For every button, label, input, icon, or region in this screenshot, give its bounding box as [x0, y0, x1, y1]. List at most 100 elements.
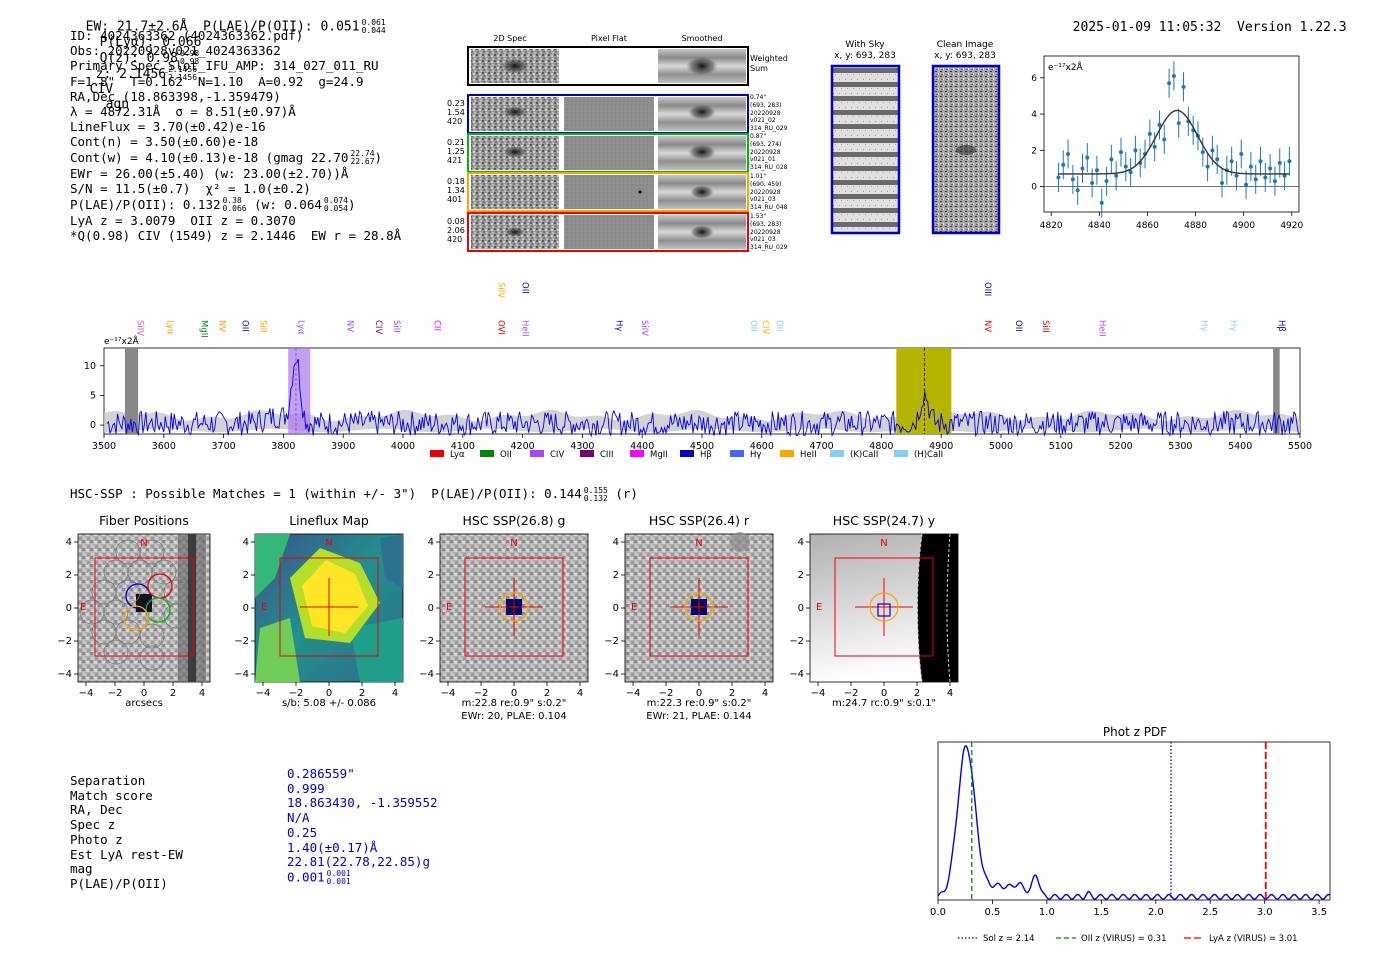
spec-xtick-16: 5100 — [1049, 441, 1073, 452]
hsc-plae-hi: 0.155 — [583, 485, 608, 495]
spec-line-label-19: OII — [774, 320, 784, 332]
spec-line-label-20: OIII — [982, 282, 992, 296]
fiber-row-3-l2: 401 — [447, 195, 462, 204]
header-datetime-version: 2025-01-09 11:05:32 Version 1.22.3 — [1057, 5, 1347, 35]
panel-1-title: Fiber Positions — [99, 513, 189, 528]
tbl-label-match-score: Match score — [70, 787, 153, 803]
zoom-point-44 — [1268, 166, 1273, 171]
fiber-row-1: 0.23 1.54 420 0.74" (693, 283) 20220928 … — [447, 94, 788, 134]
tbl-value-specz: N/A — [287, 810, 310, 826]
panel-5-xtick-4: 4 — [947, 688, 953, 699]
zoom-point-19 — [1147, 132, 1152, 136]
zoom-xtick-1: 4840 — [1088, 221, 1111, 231]
zoom-xtick-3: 4880 — [1184, 221, 1207, 231]
spec-line-label-18: CIV — [760, 320, 770, 334]
zoom-point-8 — [1094, 168, 1099, 173]
spec-line-label-10: CII — [432, 320, 442, 331]
panel-2-xtick-2: 0 — [326, 688, 332, 699]
fiber-row-2-r2: 20220928 — [750, 149, 781, 156]
header-plae-hi: 0.061 — [361, 18, 386, 27]
info-lineflux: LineFlux = 3.70(±0.42)e-16 — [70, 119, 266, 135]
zoom-point-37 — [1234, 173, 1239, 178]
info-plae-lo: 0.066 — [222, 204, 247, 214]
col-title-smoothed: Smoothed — [682, 34, 723, 43]
panel-1-ytick-2: 0 — [66, 603, 72, 614]
tbl-plae-hi: 0.001 — [326, 868, 351, 878]
spec-legend-label-4: MgII — [650, 450, 668, 460]
photoz-xtick-2: 1.0 — [1039, 907, 1055, 918]
panel-2-xtick-4: 4 — [392, 688, 398, 699]
panel-2-ytick-1: −2 — [234, 636, 249, 647]
spec-xtick-5: 4000 — [391, 441, 415, 452]
panel-5-ytick-3: 2 — [798, 570, 804, 581]
zoom-point-42 — [1258, 159, 1263, 164]
panel-3-ytick-0: −4 — [419, 669, 434, 680]
panel-1-ytick-1: −2 — [57, 636, 72, 647]
zoom-point-16 — [1133, 148, 1138, 153]
panel-4-ytick-4: 4 — [613, 537, 619, 548]
match-table-values: 0.286559" 0.999 18.863430, -1.359552 N/A… — [287, 766, 438, 886]
panel-5-east: E — [816, 602, 822, 613]
spec-xtick-20: 5500 — [1288, 441, 1312, 452]
spec-legend-swatch-1 — [480, 450, 494, 457]
photoz-title: Phot z PDF — [1103, 725, 1167, 739]
fiber-row-4-r4: 314_RU_029 — [750, 244, 788, 251]
fiber-row-1-r1: (693, 283) — [750, 102, 781, 109]
spectrum-flux-line — [106, 358, 1301, 438]
panel-hsc-g: HSC SSP(26.8) g N E m:22.8 re:0.9" s:0.2… — [439, 513, 589, 722]
spec-line-label-26: Hγ — [1228, 320, 1238, 331]
panel-1-ytick-4: 4 — [66, 537, 72, 548]
info-radec: RA,Dec (18.863398,-1.359479) — [70, 88, 281, 104]
spec-line-label-12: HeII — [520, 320, 530, 337]
panel-2-north: N — [325, 538, 332, 549]
hsc-title: HSC-SSP : Possible Matches = 1 (within +… — [70, 486, 582, 501]
header-ew-plae: EW: 21.7±2.6Å P(LAE)/P(OII): 0.051 — [85, 19, 360, 35]
spec-legend-label-9: (H)CaII — [914, 450, 943, 460]
zoom-point-13 — [1118, 150, 1123, 155]
spec-xtick-12: 4700 — [810, 441, 834, 452]
panel-2-east: E — [261, 602, 267, 613]
cutout-strips: 2D Spec Pixel Flat Smoothed Weighted Sum… — [447, 34, 788, 252]
fiber-row-3-l0: 0.18 — [447, 177, 465, 186]
zoom-ytick-1: 2 — [1031, 146, 1037, 156]
clean-title: Clean Image — [937, 40, 994, 50]
fiber-row-3-r0: 1.01" — [750, 173, 766, 180]
spec-legend-label-5: Hβ — [700, 450, 712, 460]
panel-2-ytick-0: −4 — [234, 669, 249, 680]
info-plae-w-hi: 0.074 — [323, 196, 348, 206]
zoom-point-15 — [1128, 170, 1133, 175]
fiber-row-3-r2: 20220928 — [750, 189, 781, 196]
fiber-row-4-l2: 420 — [447, 235, 462, 244]
zoom-point-23 — [1167, 81, 1172, 86]
spec-line-label-17: OII — [748, 320, 758, 332]
spec-line-label-21: NV — [982, 320, 992, 332]
tbl-label-photoz: Photo z — [70, 831, 123, 847]
spec-legend-swatch-9 — [894, 450, 908, 457]
zoom-point-39 — [1244, 182, 1249, 187]
panel-3-ytick-3: 2 — [428, 570, 434, 581]
zoom-xtick-2: 4860 — [1136, 221, 1159, 231]
spec-xtick-14: 4900 — [929, 441, 953, 452]
zoom-xtick-4: 4900 — [1232, 221, 1255, 231]
tbl-value-lya-ew: 1.40(±0.17)Å — [287, 839, 378, 855]
header-summary: EW: 21.7±2.6Å P(LAE)/P(OII): 0.051 0.061 0… — [70, 4, 386, 113]
spec-legend-swatch-2 — [530, 450, 544, 457]
header-z: z: 2.1456 — [95, 66, 167, 82]
fiber-row-4-r0: 1.53" — [750, 213, 766, 220]
zoom-point-9 — [1099, 200, 1104, 205]
zoom-point-24 — [1171, 73, 1176, 78]
clean-xy: x, y: 693, 283 — [934, 51, 996, 61]
zoom-point-46 — [1277, 161, 1282, 166]
panel-1-xtick-2: 0 — [141, 688, 147, 699]
fiber-row-1-r3: v021_02 — [750, 117, 776, 124]
hsc-suffix: (r) — [615, 486, 638, 501]
fiber-row-3-l1: 1.34 — [447, 186, 465, 195]
panel-4-ytick-3: 2 — [613, 570, 619, 581]
panel-3-north: N — [510, 538, 517, 549]
tbl-label-plae: P(LAE)/P(OII) — [70, 875, 168, 891]
zoom-point-34 — [1220, 180, 1225, 185]
imaging-panels: Fiber Positions N E arcsecs Lineflux Map… — [57, 513, 959, 722]
hsc-plae-lo: 0.132 — [583, 493, 608, 503]
weighted-label-1: Weighted — [750, 54, 788, 63]
spec-xtick-1: 3600 — [152, 441, 176, 452]
